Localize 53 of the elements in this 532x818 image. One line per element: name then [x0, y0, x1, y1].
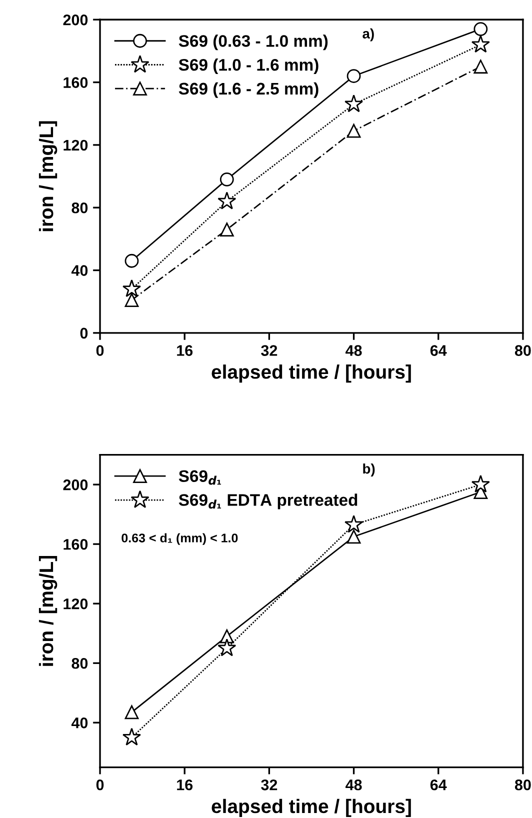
point [122, 728, 142, 746]
point [220, 172, 234, 186]
point [346, 69, 361, 83]
x-tick-label: 32 [261, 345, 278, 356]
x-tick-label: 0 [96, 779, 104, 790]
point [122, 279, 142, 298]
point [474, 22, 488, 36]
legend-label: S69 (1.0 - 1.6 mm) [178, 58, 318, 74]
point [218, 192, 236, 210]
x-axis-title: elapsed time / [hours] [212, 798, 411, 818]
y-tick-label: 80 [72, 658, 88, 669]
point [218, 638, 236, 656]
point [344, 94, 364, 112]
y-tick-label: 200 [63, 479, 88, 490]
point [124, 293, 139, 307]
x-tick-label: 80 [514, 345, 531, 356]
legend-label: S69 (0.63 - 1.0 mm) [178, 34, 328, 50]
point [471, 474, 490, 493]
point [344, 515, 364, 533]
point [474, 60, 488, 74]
legend-label: S69$_{d₁}$ EDTA pretreated [178, 494, 358, 510]
x-tick-label: 16 [177, 779, 193, 790]
legend-label: S69$_{d₁}$ [178, 470, 221, 485]
x-tick-label: 48 [346, 345, 362, 356]
x-tick-label: 48 [346, 779, 362, 790]
y-tick-label: 40 [71, 718, 88, 728]
x-axis-title: elapsed time / [hours] [212, 364, 411, 383]
y-axis-title: iron / [mg/L] [38, 556, 58, 666]
point [124, 254, 139, 268]
y-tick-label: 120 [64, 140, 88, 151]
y-tick-label: 120 [64, 598, 88, 610]
y-tick-label: 40 [71, 265, 88, 276]
point [346, 530, 361, 544]
y-axis-title: iron / [mg/L] [38, 121, 58, 232]
annotation: 0.63 < d₁ (mm) < 1.0 [122, 533, 238, 545]
annotation: a) [362, 28, 374, 42]
point [346, 124, 361, 138]
y-tick-label: 80 [72, 202, 88, 214]
x-tick-label: 64 [430, 345, 447, 356]
x-tick-label: 80 [514, 779, 531, 790]
y-tick-label: 160 [64, 77, 88, 88]
annotation: b) [363, 463, 375, 476]
point [124, 705, 139, 720]
point [471, 34, 490, 53]
y-tick-label: 200 [63, 14, 88, 26]
x-tick-label: 0 [96, 345, 104, 356]
x-tick-label: 16 [177, 345, 193, 356]
point [220, 222, 234, 236]
legend-label: S69 (1.6 - 2.5 mm) [178, 82, 318, 98]
y-tick-label: 0 [80, 328, 88, 339]
y-tick-label: 160 [64, 538, 88, 550]
x-tick-label: 32 [261, 779, 278, 790]
x-tick-label: 64 [430, 779, 447, 790]
